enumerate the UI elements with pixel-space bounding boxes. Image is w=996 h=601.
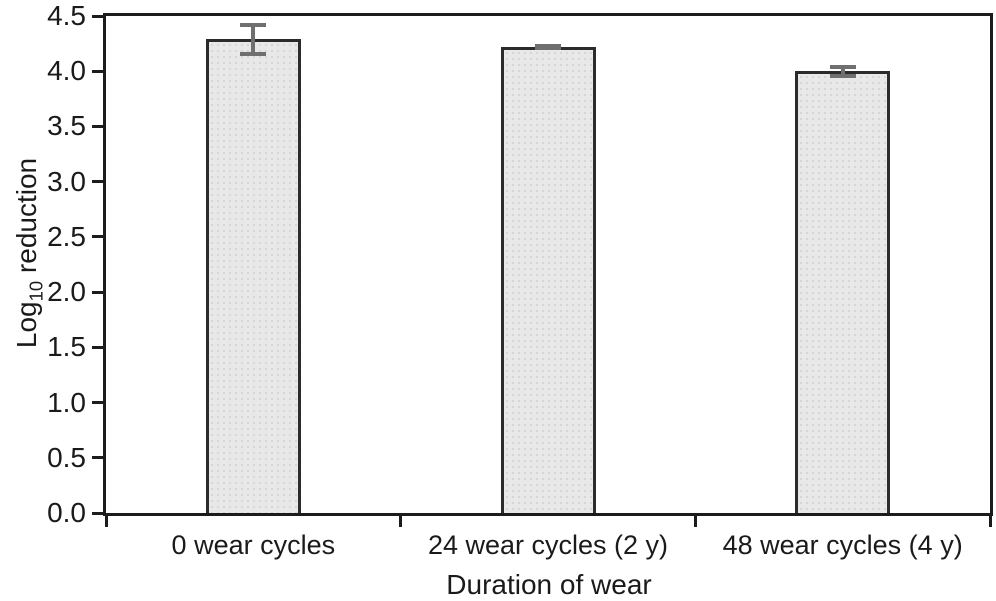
error-bar-0 [240,22,267,56]
y-tick-label-4.5: 4.5 [47,0,86,31]
y-tick-label-0.0: 0.0 [47,497,86,528]
y-tick-3.5 [92,124,103,128]
x-category-label-1: 24 wear cycles (2 y) [427,530,669,560]
error-bar-cap-top [240,22,267,27]
y-tick-0.0 [92,511,103,515]
y-tick-label-0.5: 0.5 [47,441,86,473]
y-tick-4.0 [92,69,103,73]
x-category-label-0: 0 wear cycles [171,530,336,560]
y-tick-2.0 [92,290,103,294]
y-tick-label-2.0: 2.0 [47,276,86,308]
y-tick-label-3.0: 3.0 [47,165,86,197]
error-bar-cap-bottom [535,46,561,51]
x-tick-2 [693,516,697,527]
y-tick-label-4.0: 4.0 [47,55,86,87]
y-tick-2.5 [92,235,103,239]
bar-2 [795,71,891,513]
x-tick-3 [988,516,992,527]
error-bar-1 [535,43,561,51]
error-bar-cap-top [829,64,856,69]
y-tick-1.5 [92,345,103,349]
bar-0 [205,39,301,513]
y-tick-label-1.5: 1.5 [47,331,86,363]
x-category-label-2: 48 wear cycles (4 y) [722,530,963,560]
y-tick-0.5 [92,456,103,460]
error-bar-cap-bottom [829,73,856,78]
error-bar-cap-top [535,43,561,48]
error-bar-cap-bottom [240,51,267,56]
x-axis-title: Duration of wear [446,569,652,600]
error-bar-stem [840,64,845,78]
y-tick-label-1.0: 1.0 [47,386,86,418]
y-tick-label-2.5: 2.5 [47,220,86,252]
y-tick-label-3.5: 3.5 [47,110,86,142]
y-tick-3.0 [92,180,103,184]
y-tick-1.0 [92,401,103,405]
y-tick-4.5 [92,14,103,18]
error-bar-2 [829,64,856,78]
error-bar-stem [251,22,256,56]
plot-inner [106,16,990,513]
x-tick-1 [399,516,403,527]
plot-area [103,13,993,516]
x-tick-0 [104,516,108,527]
bar-1 [500,46,596,513]
